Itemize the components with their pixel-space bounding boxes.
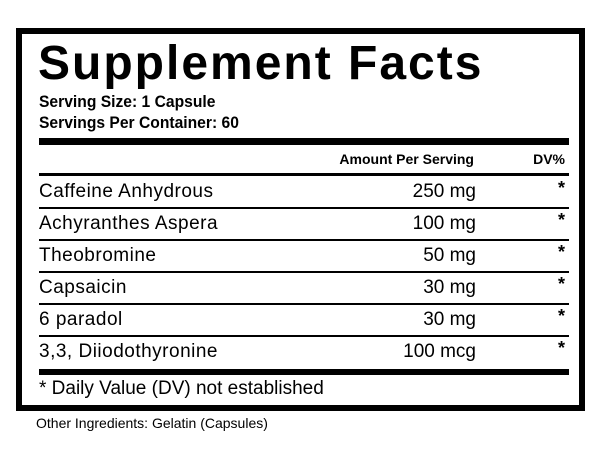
serving-size: Serving Size: 1 Capsule xyxy=(39,92,216,111)
servings-per-container: Servings Per Container: 60 xyxy=(39,113,239,132)
ingredient-dv: * xyxy=(557,242,565,262)
thick-divider xyxy=(39,138,569,145)
table-row: Achyranthes Aspera 100 mg * xyxy=(39,208,569,239)
ingredient-dv: * xyxy=(557,338,565,358)
ingredient-name: Theobromine xyxy=(39,245,157,266)
ingredient-name: 6 paradol xyxy=(39,309,123,330)
row-divider xyxy=(39,335,569,337)
amount-header: Amount Per Serving xyxy=(339,151,474,167)
supplement-facts-panel: Supplement Facts Serving Size: 1 Capsule… xyxy=(16,28,585,411)
ingredient-amount: 50 mg xyxy=(423,245,476,266)
ingredient-dv: * xyxy=(557,306,565,326)
ingredient-amount: 30 mg xyxy=(423,277,476,298)
table-row: Capsaicin 30 mg * xyxy=(39,272,569,303)
table-row: Caffeine Anhydrous 250 mg * xyxy=(39,176,569,207)
other-ingredients: Other Ingredients: Gelatin (Capsules) xyxy=(36,415,268,431)
thick-divider xyxy=(39,369,569,375)
ingredient-name: Achyranthes Aspera xyxy=(39,213,219,234)
header-divider xyxy=(39,173,569,176)
ingredient-name: Caffeine Anhydrous xyxy=(39,181,214,202)
footnote: * Daily Value (DV) not established xyxy=(39,378,324,399)
ingredient-amount: 30 mg xyxy=(423,309,476,330)
ingredient-name: Capsaicin xyxy=(39,277,127,298)
row-divider xyxy=(39,207,569,209)
row-divider xyxy=(39,303,569,305)
panel-title: Supplement Facts xyxy=(38,37,484,90)
ingredient-amount: 100 mg xyxy=(412,213,476,234)
table-row: 6 paradol 30 mg * xyxy=(39,304,569,335)
ingredient-dv: * xyxy=(557,274,565,294)
row-divider xyxy=(39,239,569,241)
ingredient-name: 3,3, Diiodothyronine xyxy=(39,341,218,362)
ingredient-amount: 100 mcg xyxy=(403,341,476,362)
table-row: 3,3, Diiodothyronine 100 mcg * xyxy=(39,336,569,367)
ingredient-dv: * xyxy=(557,210,565,230)
dv-header: DV% xyxy=(533,151,565,167)
table-row: Theobromine 50 mg * xyxy=(39,240,569,271)
row-divider xyxy=(39,271,569,273)
ingredient-amount: 250 mg xyxy=(412,181,476,202)
ingredient-dv: * xyxy=(557,178,565,198)
